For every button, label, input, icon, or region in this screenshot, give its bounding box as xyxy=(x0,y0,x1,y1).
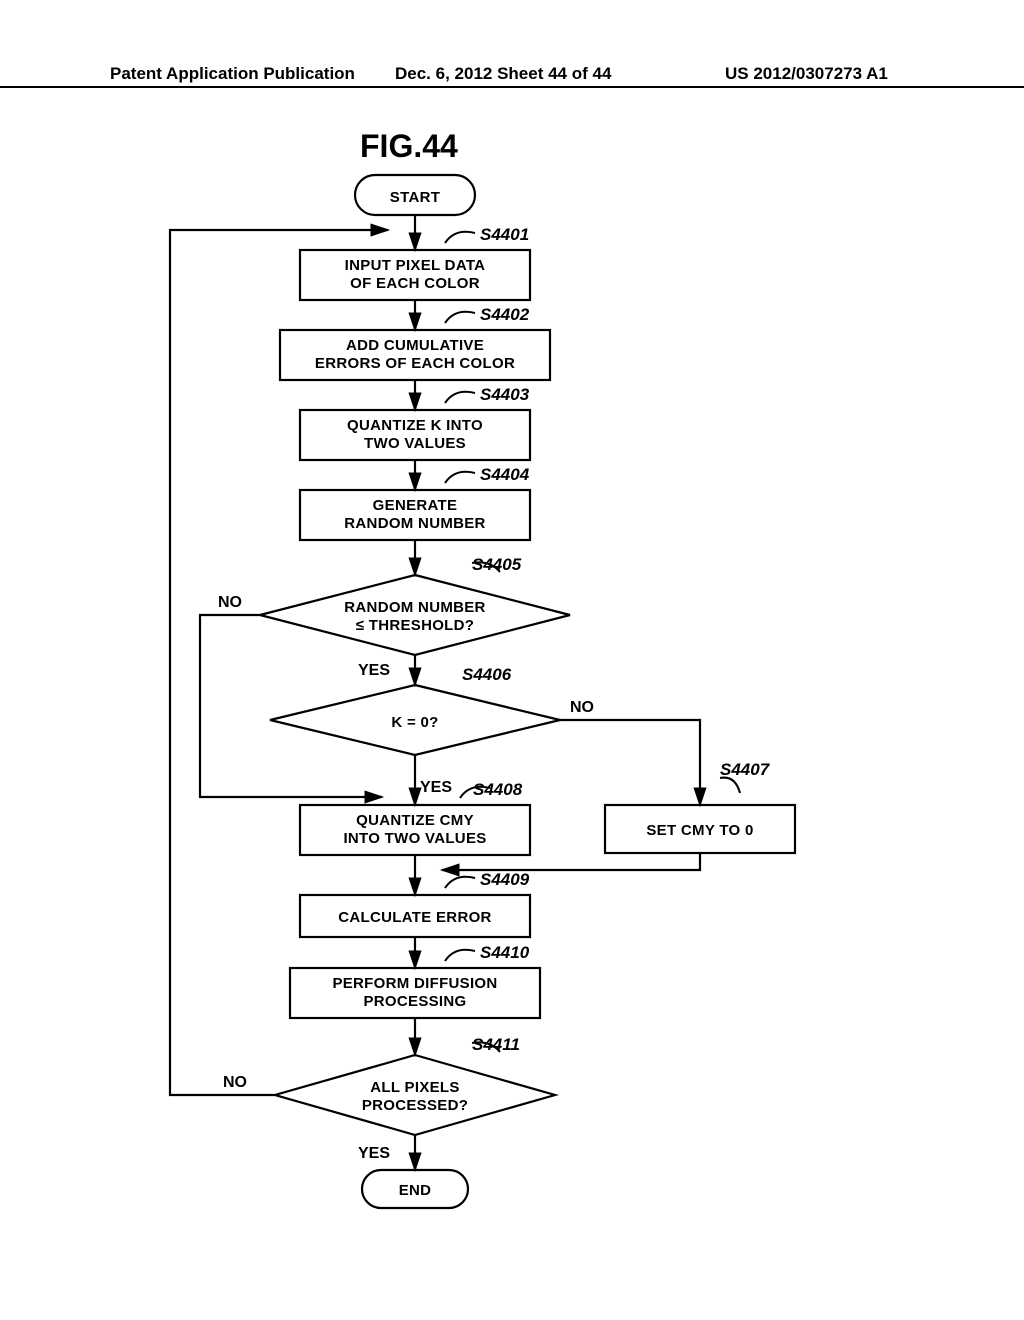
no-4406: NO xyxy=(570,699,594,716)
leader-4407 xyxy=(720,778,740,793)
leader-4410 xyxy=(445,950,475,961)
page: Patent Application Publication Dec. 6, 2… xyxy=(0,0,1024,1320)
s4406-text: K = 0? xyxy=(391,714,438,731)
loop-4405-no xyxy=(200,615,382,797)
s4408-l2: INTO TWO VALUES xyxy=(343,830,486,847)
s4404-l1: GENERATE xyxy=(373,497,458,514)
s4405-l2: ≤ THRESHOLD? xyxy=(356,617,475,634)
s4403-l1: QUANTIZE K INTO xyxy=(347,417,483,434)
no-4411: NO xyxy=(223,1074,247,1091)
yes-4406: YES xyxy=(420,779,452,796)
yes-4411: YES xyxy=(358,1145,390,1162)
s4404-l2: RANDOM NUMBER xyxy=(344,515,485,532)
leader-4402 xyxy=(445,312,475,323)
label-s4403: S4403 xyxy=(480,385,530,404)
s4405-l1: RANDOM NUMBER xyxy=(344,599,485,616)
s4401-l1: INPUT PIXEL DATA xyxy=(345,257,486,274)
flowchart: START INPUT PIXEL DATA OF EACH COLOR S44… xyxy=(0,0,1024,1320)
leader-4401 xyxy=(445,232,475,243)
arrow-4406-no xyxy=(560,720,700,805)
end-text: END xyxy=(399,1182,432,1199)
leader-4409 xyxy=(445,877,475,888)
s4402-l1: ADD CUMULATIVE xyxy=(346,337,484,354)
label-s4406: S4406 xyxy=(462,665,512,684)
s4411-l1: ALL PIXELS xyxy=(370,1079,459,1096)
no-4405: NO xyxy=(218,594,242,611)
leader-4404 xyxy=(445,472,475,483)
label-s4409: S4409 xyxy=(480,870,530,889)
s4410-l1: PERFORM DIFFUSION xyxy=(332,975,497,992)
s4402-l2: ERRORS OF EACH COLOR xyxy=(315,355,515,372)
s4410-l2: PROCESSING xyxy=(363,993,466,1010)
label-s4408: S4408 xyxy=(473,780,523,799)
label-s4404: S4404 xyxy=(480,465,530,484)
leader-4403 xyxy=(445,392,475,403)
s4401-l2: OF EACH COLOR xyxy=(350,275,480,292)
label-s4401: S4401 xyxy=(480,225,529,244)
label-s4407: S4407 xyxy=(720,760,771,779)
s4407-text: SET CMY TO 0 xyxy=(646,822,753,839)
label-s4411: S4411 xyxy=(472,1035,520,1054)
label-s4405: S4405 xyxy=(472,555,522,574)
s4408-l1: QUANTIZE CMY xyxy=(356,812,474,829)
s4411-l2: PROCESSED? xyxy=(362,1097,468,1114)
s4403-l2: TWO VALUES xyxy=(364,435,466,452)
s4409-text: CALCULATE ERROR xyxy=(338,909,491,926)
label-s4402: S4402 xyxy=(480,305,530,324)
start-text: START xyxy=(390,189,440,206)
yes-4405: YES xyxy=(358,662,390,679)
label-s4410: S4410 xyxy=(480,943,530,962)
